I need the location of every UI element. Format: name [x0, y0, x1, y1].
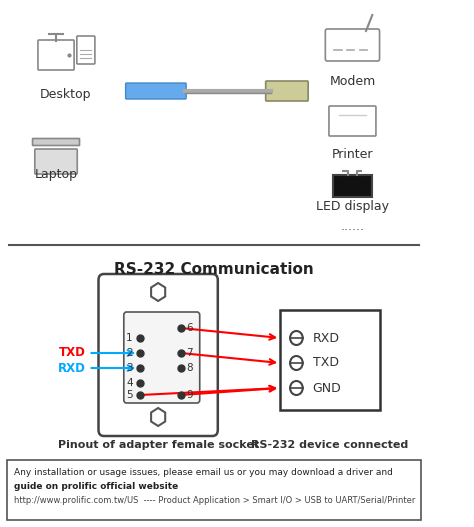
Text: TXD: TXD	[59, 346, 86, 359]
FancyBboxPatch shape	[126, 83, 186, 99]
FancyBboxPatch shape	[33, 139, 80, 145]
FancyBboxPatch shape	[38, 40, 74, 70]
Text: 2: 2	[126, 348, 133, 358]
Bar	[7, 460, 421, 520]
Text: 5: 5	[126, 390, 133, 400]
FancyBboxPatch shape	[124, 312, 200, 403]
Bar	[280, 310, 380, 410]
Bar	[333, 175, 372, 197]
Text: 7: 7	[186, 348, 193, 358]
Text: 3: 3	[126, 363, 133, 373]
Text: guide on prolific official website: guide on prolific official website	[14, 482, 178, 491]
Text: Laptop: Laptop	[35, 168, 78, 181]
FancyBboxPatch shape	[99, 274, 218, 436]
Text: Desktop: Desktop	[39, 88, 91, 101]
FancyBboxPatch shape	[35, 149, 77, 174]
Text: Printer: Printer	[332, 148, 373, 161]
Text: ......: ......	[340, 220, 365, 233]
Text: Any installation or usage issues, please email us or you may download a driver a: Any installation or usage issues, please…	[14, 468, 392, 477]
Text: 6: 6	[186, 323, 193, 333]
FancyBboxPatch shape	[77, 36, 95, 64]
Text: 1: 1	[126, 333, 133, 343]
FancyBboxPatch shape	[266, 81, 308, 101]
FancyBboxPatch shape	[325, 29, 380, 61]
Circle shape	[290, 381, 303, 395]
Text: RXD: RXD	[313, 331, 340, 345]
Text: http://www.prolific.com.tw/US  ---- Product Application > Smart I/O > USB to UAR: http://www.prolific.com.tw/US ---- Produ…	[14, 496, 415, 505]
Text: Pinout of adapter female socket: Pinout of adapter female socket	[57, 440, 259, 450]
Text: Modem: Modem	[329, 75, 375, 88]
Circle shape	[290, 356, 303, 370]
Text: TXD: TXD	[313, 356, 339, 369]
Text: RXD: RXD	[58, 362, 86, 375]
Text: GND: GND	[313, 382, 341, 395]
Text: 8: 8	[186, 363, 193, 373]
Text: 4: 4	[126, 378, 133, 388]
Text: RS-232 device connected: RS-232 device connected	[251, 440, 409, 450]
Text: 9: 9	[186, 390, 193, 400]
Text: LED display: LED display	[316, 200, 389, 213]
FancyBboxPatch shape	[329, 106, 376, 136]
Circle shape	[290, 331, 303, 345]
Text: RS-232 Communication: RS-232 Communication	[114, 262, 314, 277]
